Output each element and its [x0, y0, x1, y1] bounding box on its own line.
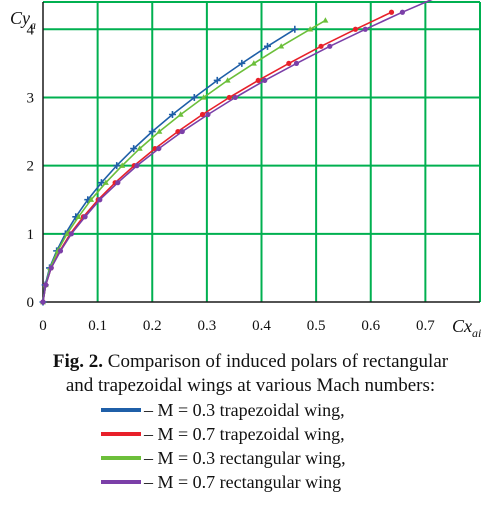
data-point	[205, 111, 211, 118]
legend-label: – M = 0.3 trapezoidal wing,	[144, 400, 345, 420]
x-tick-label: 0.3	[198, 318, 217, 334]
legend-item: – M = 0.3 trapezoidal wing,	[101, 398, 501, 422]
data-point	[48, 265, 54, 271]
y-tick-label: 4	[27, 22, 35, 38]
legend-item: – M = 0.7 rectangular wing	[101, 470, 501, 494]
x-axis-label: Cxai	[452, 316, 481, 340]
data-point	[113, 162, 121, 170]
x-tick-label: 0.6	[361, 318, 380, 334]
data-point	[307, 26, 314, 32]
series-line	[42, 19, 326, 303]
x-tick-label: 0.1	[88, 318, 107, 334]
data-point	[232, 94, 238, 101]
data-point	[82, 214, 88, 220]
data-point	[68, 231, 75, 237]
data-point	[264, 42, 272, 50]
data-point	[102, 179, 109, 185]
x-tick-label: 0	[39, 318, 47, 334]
y-tick-label: 3	[27, 90, 35, 106]
data-point	[75, 213, 82, 219]
data-point	[148, 128, 156, 136]
data-point	[293, 60, 300, 66]
figure-caption: Fig. 2. Comparison of induced polars of …	[0, 350, 501, 398]
axes	[42, 2, 480, 303]
data-point	[134, 163, 140, 169]
chart-svg: 0 0.1 0.2 0.3 0.4 0.5 0.6 0.7 0 1 2 3 4 Cya Cxai	[10, 0, 481, 340]
data-point	[327, 43, 333, 49]
data-point	[322, 17, 329, 23]
data-point	[190, 93, 198, 101]
data-point	[262, 77, 268, 84]
y-tick-label: 1	[27, 227, 35, 243]
series-3	[40, 17, 329, 305]
y-tick-label: 0	[27, 295, 35, 311]
y-axis-label: Cya	[10, 8, 36, 32]
data-point	[168, 111, 176, 118]
data-point	[115, 180, 121, 186]
tick-labels: 0 0.1 0.2 0.3 0.4 0.5 0.6 0.7 0 1 2 3 4	[27, 22, 436, 334]
caption-line-1: Fig. 2. Comparison of induced polars of …	[0, 350, 501, 374]
data-point	[40, 299, 46, 305]
data-point	[399, 9, 406, 15]
legend-swatch	[101, 456, 141, 460]
data-point	[156, 145, 162, 152]
legend-label: – M = 0.7 trapezoidal wing,	[144, 424, 345, 444]
data-point	[362, 26, 368, 32]
data-point	[352, 26, 359, 32]
caption-text-1: Comparison of induced polars of rectangu…	[103, 351, 449, 372]
data-point	[318, 43, 324, 49]
chart-figure: 0 0.1 0.2 0.3 0.4 0.5 0.6 0.7 0 1 2 3 4 Cya Cxai	[10, 0, 481, 340]
legend-label: – M = 0.7 rectangular wing	[144, 472, 342, 492]
figure-number: Fig. 2.	[52, 351, 104, 372]
data-point	[88, 196, 95, 202]
data-point	[64, 230, 71, 237]
data-point	[199, 111, 206, 118]
legend-item: – M = 0.3 rectangular wing,	[101, 446, 501, 470]
data-point	[130, 145, 138, 153]
data-point	[179, 128, 185, 135]
data-point	[43, 282, 49, 288]
data-point	[57, 248, 64, 254]
data-point	[97, 179, 105, 187]
x-tick-label: 0.4	[252, 318, 271, 334]
data-point	[226, 94, 232, 101]
legend-swatch	[101, 432, 141, 436]
data-point	[291, 25, 299, 33]
caption-line-2: and trapezoidal wings at various Mach nu…	[65, 375, 436, 396]
data-point	[224, 77, 231, 83]
legend-item: – M = 0.7 trapezoidal wing,	[101, 422, 501, 446]
x-tick-label: 0.2	[143, 318, 162, 334]
legend: – M = 0.3 trapezoidal wing, – M = 0.7 tr…	[101, 398, 501, 494]
y-tick-label: 2	[27, 159, 35, 175]
data-point	[286, 60, 292, 66]
series-group	[39, 0, 433, 306]
grid	[43, 1, 481, 302]
data-point	[250, 60, 257, 66]
data-point	[278, 43, 285, 49]
data-point	[213, 76, 221, 84]
data-point	[388, 9, 395, 15]
data-point	[255, 77, 261, 84]
series-4	[40, 0, 433, 305]
legend-swatch	[101, 480, 141, 484]
legend-swatch	[101, 408, 141, 412]
data-point	[119, 162, 126, 168]
data-point	[97, 197, 103, 203]
data-point	[136, 145, 143, 151]
legend-label: – M = 0.3 rectangular wing,	[144, 448, 346, 468]
data-point	[238, 59, 246, 67]
data-point	[177, 111, 184, 117]
data-point	[200, 94, 207, 100]
x-tick-label: 0.5	[307, 318, 326, 334]
x-tick-label: 0.7	[416, 318, 435, 334]
data-point	[156, 128, 163, 134]
